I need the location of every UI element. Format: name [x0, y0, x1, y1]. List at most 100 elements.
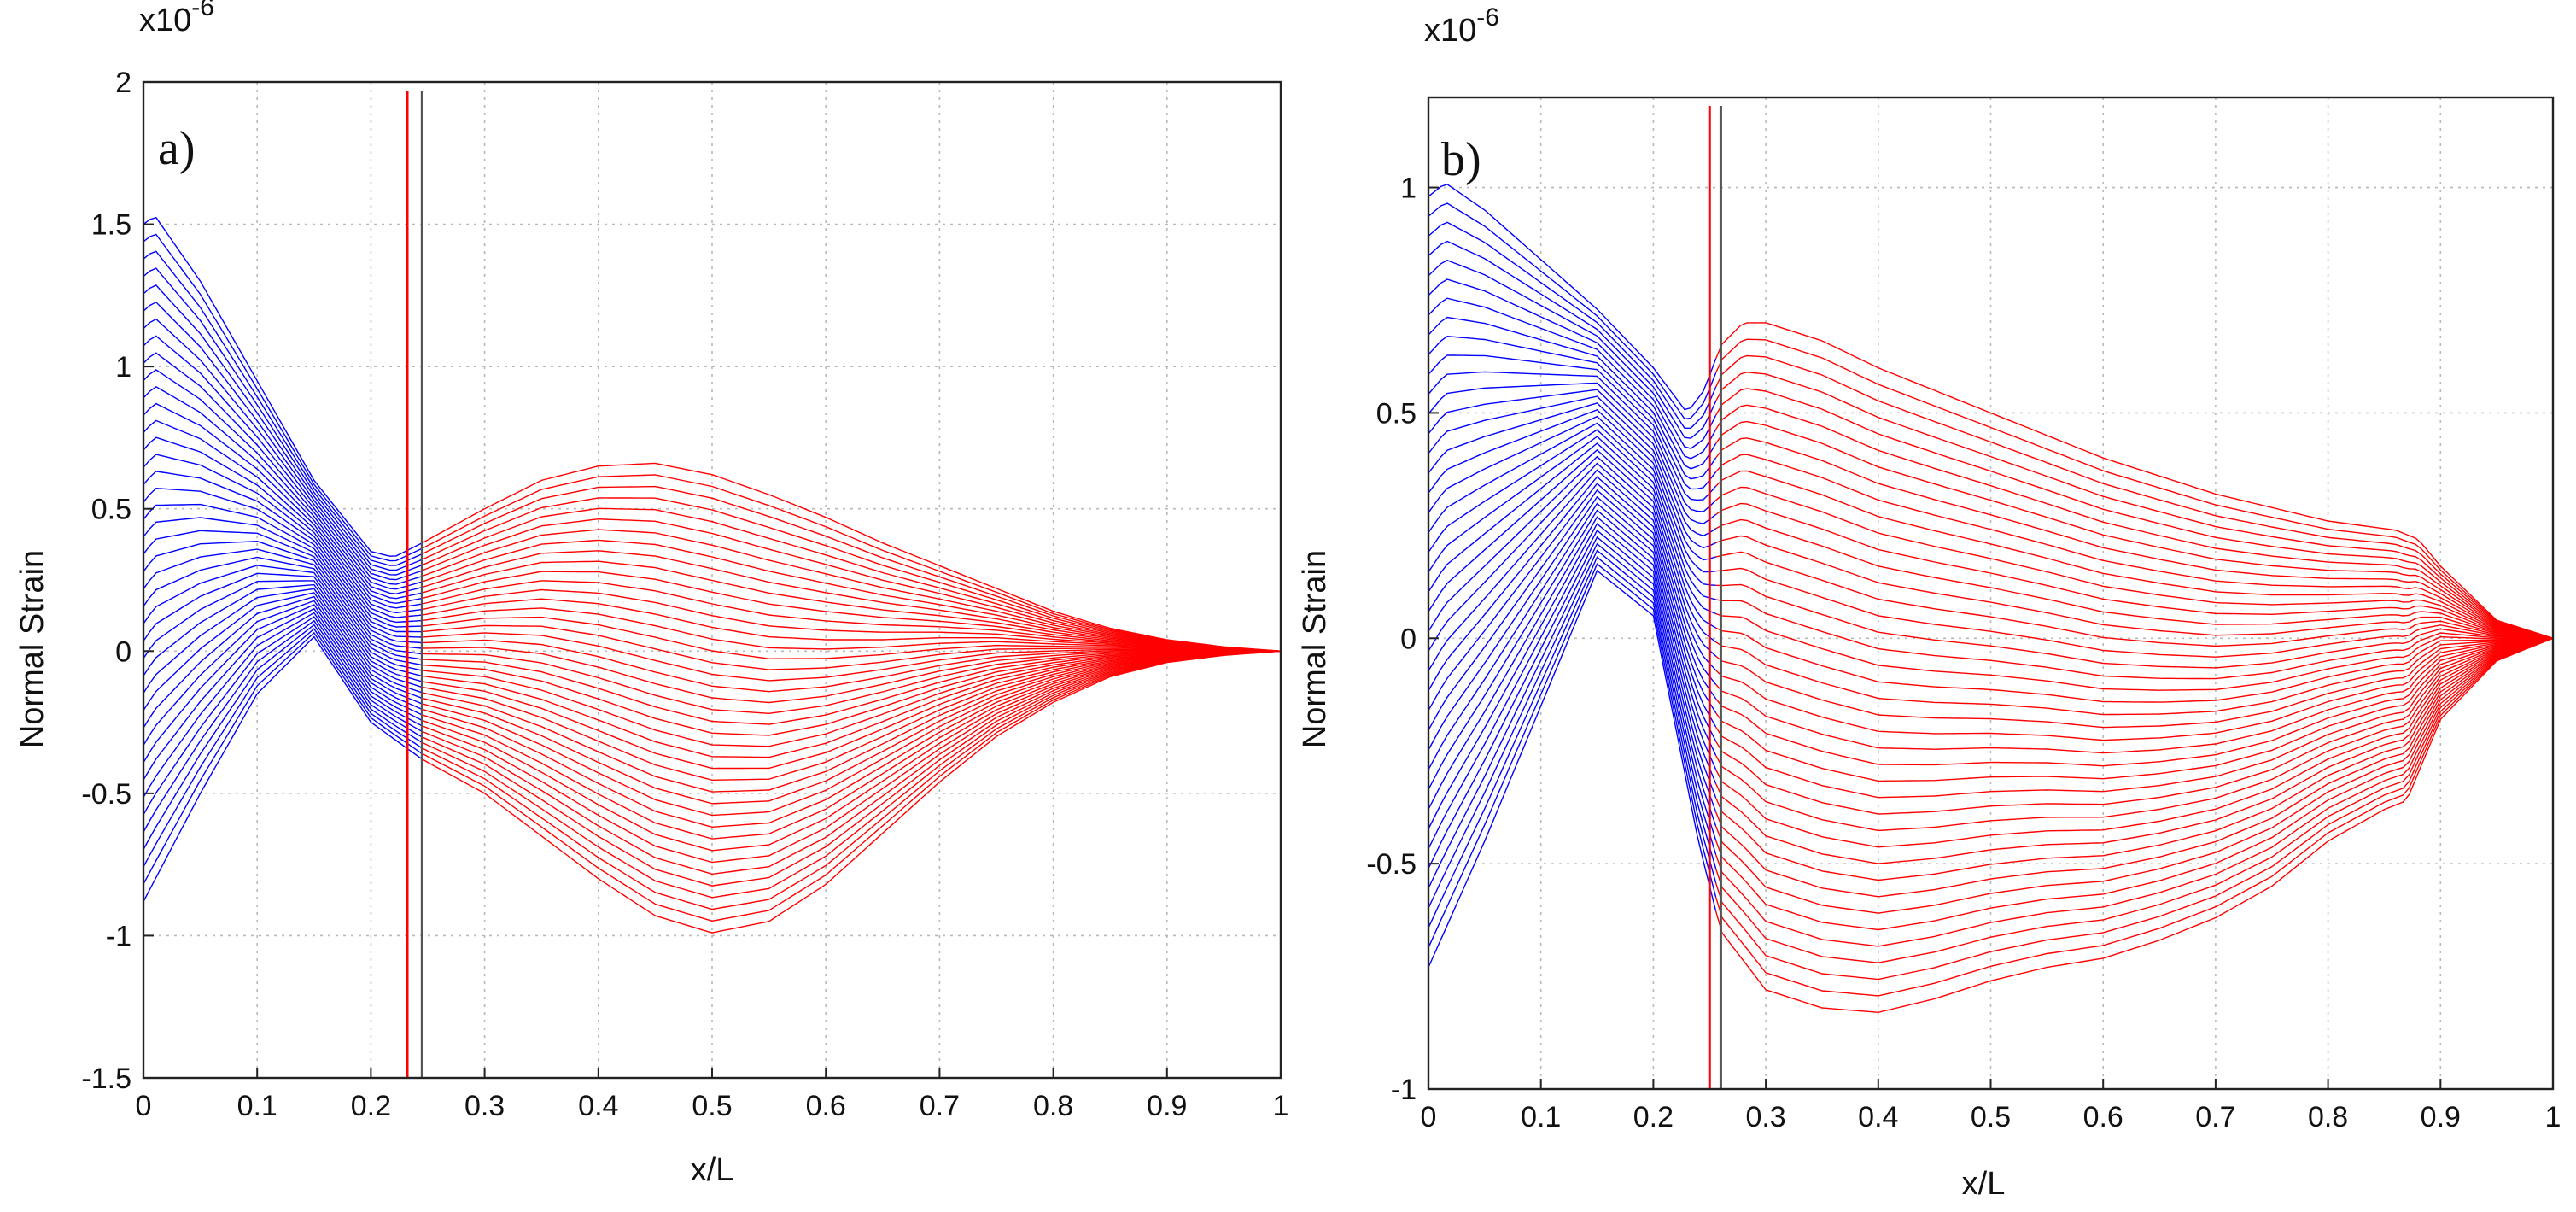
strain-curve-left	[1428, 240, 1717, 439]
strain-curve-right	[421, 507, 1282, 652]
strain-curve-left	[1428, 523, 1717, 829]
strain-curve-left	[1428, 529, 1717, 850]
strain-curve-right	[1715, 502, 2554, 639]
strain-curve-left	[1428, 395, 1716, 549]
strain-curve-right	[1715, 551, 2554, 647]
strain-curve-right	[421, 639, 1282, 693]
strain-curve-left	[143, 301, 422, 581]
strain-curve-right	[421, 598, 1282, 652]
x-tick-label: 0.3	[464, 1090, 505, 1122]
strain-curve-left	[1428, 382, 1717, 524]
strain-curve-left	[1428, 402, 1716, 561]
strain-curve-left	[143, 284, 422, 576]
strain-curve-right	[1714, 388, 2554, 639]
strain-curve-right	[1714, 637, 2554, 848]
strain-curve-left	[143, 250, 422, 566]
strain-curve-right	[421, 650, 1282, 747]
strain-curve-right	[421, 497, 1282, 652]
strain-curve-right	[1715, 404, 2554, 639]
strain-curve-right	[421, 650, 1282, 736]
x-tick-label: 0.5	[692, 1090, 732, 1122]
strain-curve-left	[143, 607, 422, 781]
strain-curve-left	[1428, 549, 1717, 909]
strain-curve-right	[421, 650, 1282, 910]
strain-curve-right	[421, 624, 1282, 670]
strain-curve-left	[1428, 489, 1717, 742]
strain-curve-right	[421, 650, 1282, 864]
y-multiplier-exp-b: -6	[1476, 3, 1499, 32]
strain-curve-left	[143, 588, 422, 694]
strain-curve-left	[143, 318, 422, 585]
strain-curve-left	[143, 628, 422, 868]
strain-curve-left	[1428, 184, 1717, 411]
strain-curve-left	[1428, 415, 1716, 586]
strain-curve-left	[1428, 436, 1716, 629]
strain-curve-right	[1714, 637, 2554, 864]
strain-curve-right	[421, 650, 1281, 725]
strain-curve-right	[1715, 518, 2554, 639]
panel-label-a: a)	[158, 122, 196, 175]
strain-curve-left	[143, 385, 422, 605]
strain-curve-left	[143, 436, 422, 618]
strain-curve-right	[421, 650, 1282, 899]
strain-curve-right	[1715, 637, 2554, 767]
strain-curve-right	[1715, 637, 2554, 782]
strain-curve-left	[1428, 462, 1717, 685]
strain-curve-left	[1428, 371, 1717, 512]
strain-curve-right	[1715, 583, 2554, 669]
strain-curve-right	[421, 650, 1282, 875]
strain-curve-right	[1714, 354, 2554, 639]
strain-curve-left	[1428, 556, 1717, 928]
y-axis-label-a: Normal Strain	[15, 550, 50, 748]
strain-curve-left	[143, 604, 422, 764]
y-tick-label: 0.5	[91, 494, 131, 526]
x-tick-label: 0.3	[1745, 1101, 1785, 1133]
strain-curve-left	[143, 619, 422, 833]
strain-curve-right	[1715, 437, 2554, 639]
strain-curve-left	[143, 454, 422, 624]
strain-curve-left	[143, 548, 422, 660]
strain-curve-right	[1714, 637, 2554, 963]
strain-curve-right	[1715, 637, 2554, 799]
strain-curve-right	[1715, 637, 2554, 741]
x-tick-label: 0.9	[1147, 1090, 1187, 1122]
strain-curve-left	[1428, 354, 1717, 501]
y-tick-label: 0	[115, 635, 131, 668]
x-tick-label: 0.8	[2308, 1101, 2348, 1133]
strain-curve-left	[143, 580, 422, 682]
strain-curve-right	[1714, 637, 2554, 898]
strain-curve-right	[421, 462, 1282, 652]
strain-curve-left	[1428, 495, 1717, 756]
strain-curve-left	[143, 583, 422, 688]
strain-curve-left	[1428, 408, 1716, 573]
strain-curve-left	[1428, 259, 1717, 449]
strain-curve-right	[421, 650, 1282, 887]
chart-panel-b: x10-6 x/L Normal Strain 0 0.1 0.2 0.3 0.4 0.5…	[1297, 3, 2561, 1202]
strain-curve-left	[143, 335, 422, 590]
strain-curve-left	[143, 402, 422, 609]
strain-curve-left	[143, 612, 422, 798]
y-tick-label: 1	[1400, 173, 1417, 205]
strain-curve-left	[1428, 448, 1717, 657]
strain-curve-left	[1428, 278, 1717, 460]
x-tick-label: 0.7	[920, 1090, 960, 1122]
strain-curve-left	[1428, 536, 1717, 869]
y-tick-label: -1	[106, 920, 131, 952]
strain-curve-right	[1714, 637, 2554, 881]
strain-curve-right	[1714, 338, 2554, 639]
strain-curve-left	[143, 592, 422, 711]
chart-panel-a: x10-6 x/L Normal Strain 0 0.1 0.2 0.3 0.4 0.5…	[15, 0, 1288, 1188]
strain-curve-left	[143, 352, 422, 594]
strain-curve-left	[1428, 483, 1717, 728]
x-tick-label: 0.4	[578, 1090, 618, 1122]
y-tick-label: -1	[1391, 1074, 1417, 1106]
x-tick-label: 0.1	[237, 1090, 277, 1122]
strain-curve-right	[421, 474, 1282, 652]
strain-curve-right	[421, 650, 1282, 817]
strain-curve-right	[421, 550, 1282, 652]
panel-label-b: b)	[1441, 133, 1481, 186]
strain-curve-left	[1428, 476, 1717, 713]
strain-curve-right	[1714, 322, 2554, 639]
strain-curve-left	[143, 624, 422, 850]
